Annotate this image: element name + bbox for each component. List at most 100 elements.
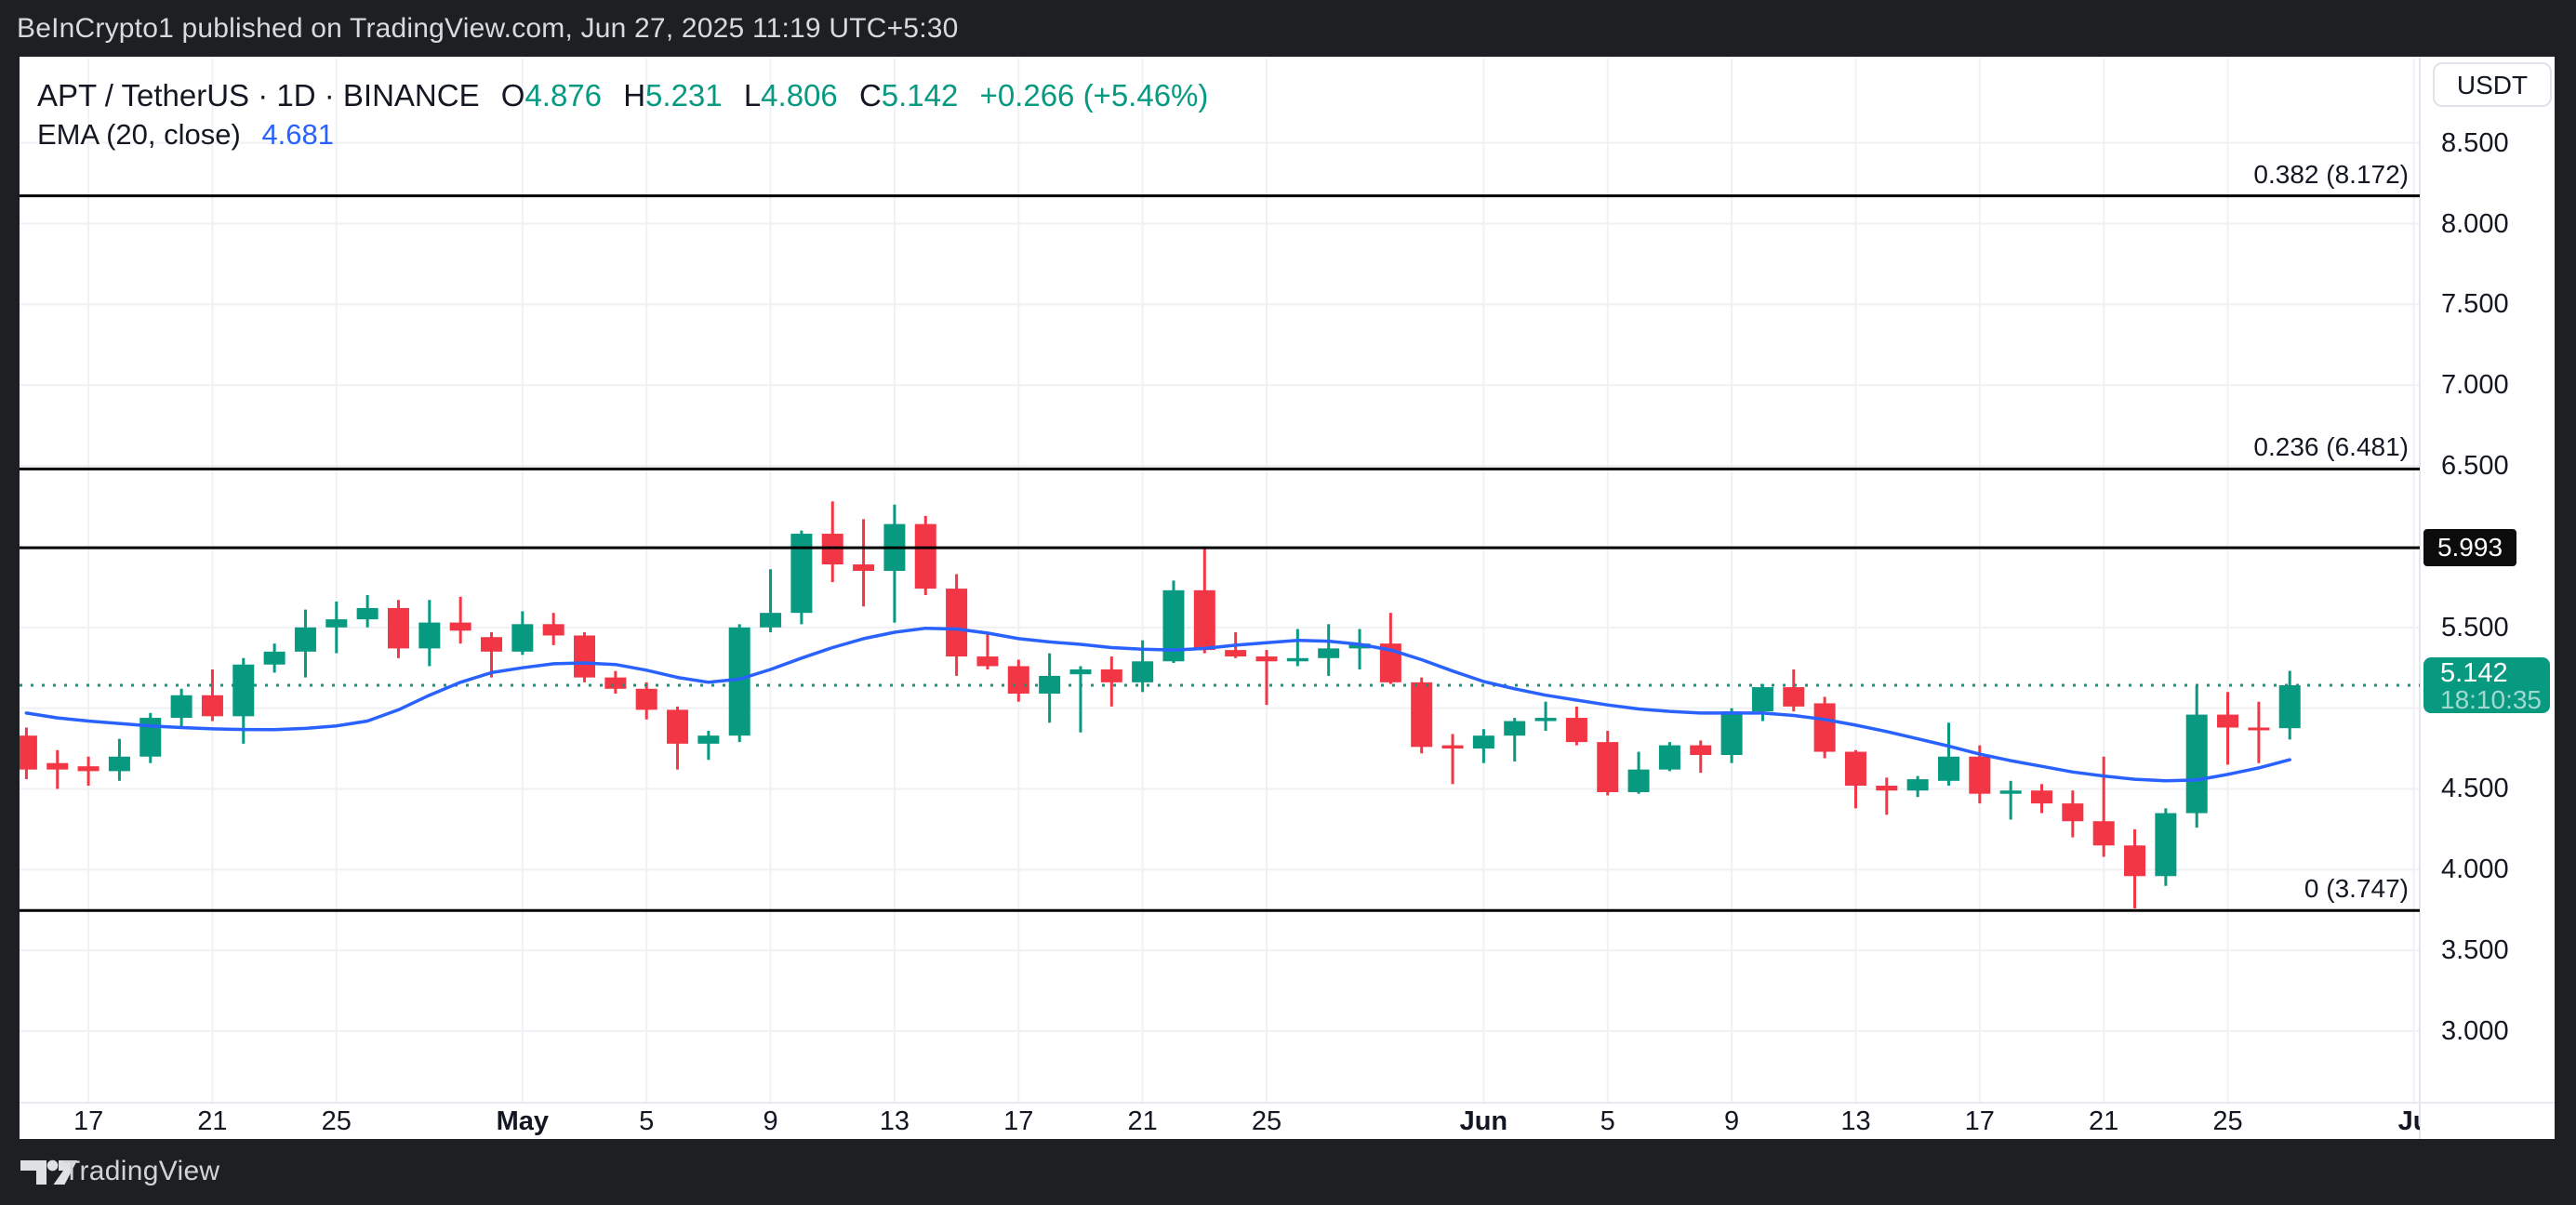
level-price-tag: 5.993: [2423, 529, 2516, 567]
price-tick-label: 3.000: [2441, 1016, 2509, 1047]
close-value: 5.142: [881, 78, 959, 113]
candle: [1783, 687, 1805, 707]
candle: [1597, 742, 1619, 792]
low-label: L: [743, 78, 762, 113]
chart-panel: APT / TetherUS · 1D · BINANCE O4.876 H5.…: [20, 57, 2555, 1139]
price-tick-label: 4.000: [2441, 854, 2509, 885]
price-tick-label: 8.500: [2441, 127, 2509, 158]
candle: [1658, 745, 1680, 770]
candle: [1411, 682, 1433, 748]
ema-label: EMA (20, close): [37, 118, 241, 151]
candle: [325, 619, 348, 628]
candle: [418, 622, 441, 649]
time-tick-label: 21: [197, 1106, 228, 1136]
candle: [2062, 803, 2084, 822]
open-label: O: [500, 78, 525, 113]
candle: [2155, 813, 2177, 877]
candle: [1534, 718, 1557, 722]
candle: [170, 695, 193, 719]
candle: [914, 523, 936, 589]
time-tick-label: 17: [73, 1106, 104, 1136]
footer-bar: TradingView: [0, 1139, 2576, 1205]
candle: [46, 762, 69, 770]
high-value: 5.231: [645, 78, 723, 113]
candle: [2185, 714, 2208, 814]
candle: [667, 709, 689, 744]
time-tick-label: 21: [2089, 1106, 2119, 1136]
candle: [263, 651, 285, 665]
candle: [1813, 703, 1836, 752]
candle: [1162, 589, 1185, 662]
indicator-row: EMA (20, close) 4.681: [37, 116, 1208, 153]
attribution-bar: BeInCrypto1 published on TradingView.com…: [0, 0, 2576, 57]
price-tick-label: 4.500: [2441, 774, 2509, 804]
time-tick-label: Jun: [1459, 1106, 1508, 1136]
time-tick-label: 13: [1840, 1106, 1871, 1136]
current-price-value: 5.142: [2440, 657, 2508, 688]
symbol-row: APT / TetherUS · 1D · BINANCE O4.876 H5.…: [37, 77, 1208, 114]
candle: [20, 735, 37, 770]
candle: [1286, 657, 1308, 662]
candle: [1627, 769, 1650, 792]
currency-toggle-button[interactable]: USDT: [2433, 62, 2552, 107]
candle: [1751, 687, 1773, 712]
candle: [1255, 656, 1278, 662]
candle: [853, 564, 875, 571]
tradingview-brand-text[interactable]: TradingView: [63, 1156, 220, 1186]
candle: [77, 766, 100, 772]
candle: [511, 624, 534, 652]
candle: [1132, 661, 1154, 682]
candle: [1472, 735, 1494, 749]
candle: [232, 664, 255, 717]
time-tick-label: 9: [1724, 1106, 1740, 1136]
tradingview-logo-icon[interactable]: [20, 1159, 78, 1185]
candle: [2124, 845, 2146, 877]
fib-label-0: 0 (3.747): [2304, 874, 2409, 904]
candle: [1318, 648, 1340, 658]
candle: [976, 656, 999, 667]
candle: [2278, 684, 2301, 729]
time-tick-label: 9: [763, 1106, 778, 1136]
time-tick-label: 5: [1600, 1106, 1615, 1136]
candle: [1937, 756, 1959, 781]
candle: [1969, 756, 1991, 794]
price-axis[interactable]: 8.500 8.000 7.500 7.000 6.500 5.500 4.500 4.000…: [2420, 57, 2555, 1139]
candle: [1225, 650, 1247, 657]
candle: [356, 607, 378, 620]
price-tick-label: 8.000: [2441, 208, 2509, 239]
chart-legend: APT / TetherUS · 1D · BINANCE O4.876 H5.…: [37, 77, 1208, 153]
ema-value: 4.681: [261, 118, 335, 151]
time-tick-label: 21: [1127, 1106, 1158, 1136]
candle: [1069, 669, 1092, 675]
open-value: 4.876: [524, 78, 603, 113]
current-price-tag: 5.142 18:10:35: [2423, 656, 2550, 713]
candle: [1906, 779, 1929, 791]
grid-lines: [20, 59, 2420, 1103]
time-axis[interactable]: 17 21 25 May 5 9 13 17 21 25 Jun 5 9 13 17 21 25 Ju: [20, 1103, 2420, 1139]
candle: [201, 695, 223, 717]
candle: [1876, 786, 1898, 791]
candle: [449, 622, 471, 631]
candle: [108, 756, 130, 772]
price-chart-canvas[interactable]: [20, 57, 2555, 1139]
candle: [1690, 745, 1712, 756]
candle: [728, 627, 750, 736]
time-tick-label: 25: [1251, 1106, 1282, 1136]
candle: [1720, 711, 1743, 756]
time-tick-label: 17: [1964, 1106, 1995, 1136]
time-tick-label: 25: [321, 1106, 352, 1136]
candle: [635, 688, 657, 710]
time-tick-label: 5: [639, 1106, 655, 1136]
candle: [604, 677, 627, 689]
time-tick-label: 13: [879, 1106, 910, 1136]
candle: [1441, 745, 1464, 749]
time-tick-label: 17: [1003, 1106, 1034, 1136]
change-value: +0.266 (+5.46%): [979, 78, 1209, 113]
candle: [1007, 666, 1029, 695]
candle: [1999, 790, 2022, 794]
close-label: C: [858, 78, 882, 113]
high-label: H: [623, 78, 646, 113]
symbol-title: APT / TetherUS · 1D · BINANCE: [37, 78, 480, 113]
candle: [387, 607, 409, 649]
fib-label-0236: 0.236 (6.481): [2253, 432, 2409, 462]
